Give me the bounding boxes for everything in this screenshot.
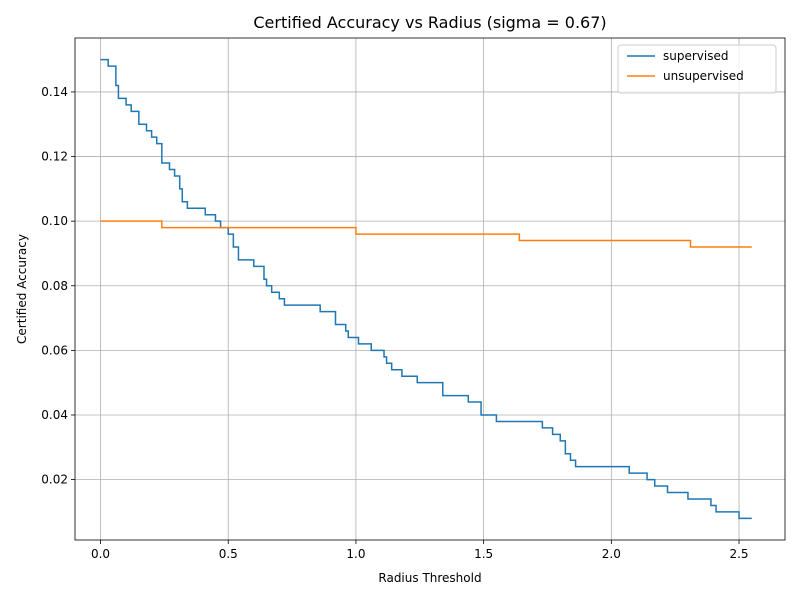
- x-tick-label: 1.0: [346, 547, 365, 561]
- chart-title: Certified Accuracy vs Radius (sigma = 0.…: [253, 13, 606, 32]
- x-tick-label: 2.5: [729, 547, 748, 561]
- grid: [75, 38, 785, 540]
- legend-label-unsupervised: unsupervised: [663, 69, 744, 83]
- legend: supervised unsupervised: [617, 44, 777, 94]
- series-line-unsupervised: [100, 220, 752, 248]
- y-axis-label: Certified Accuracy: [15, 234, 29, 344]
- y-tick-label: 0.08: [41, 279, 68, 293]
- series-layer: [100, 58, 752, 520]
- x-tick-label: 2.0: [602, 547, 621, 561]
- legend-label-supervised: supervised: [663, 49, 728, 63]
- x-tick-label: 1.5: [474, 547, 493, 561]
- y-tick-label: 0.02: [41, 473, 68, 487]
- y-tick-label: 0.10: [41, 214, 68, 228]
- x-tick-label: 0.0: [91, 547, 110, 561]
- ticks: 0.0 0.5 1.0 1.5 2.0 2.5 0.02 0.04 0.06 0.08 0.10 0.…: [41, 85, 748, 561]
- y-tick-label: 0.04: [41, 408, 68, 422]
- y-tick-label: 0.12: [41, 150, 68, 164]
- x-tick-label: 0.5: [219, 547, 238, 561]
- y-tick-label: 0.06: [41, 343, 68, 357]
- legend-box: [617, 44, 777, 94]
- y-tick-label: 0.14: [41, 85, 68, 99]
- series-line-supervised: [100, 58, 752, 520]
- x-axis-label: Radius Threshold: [378, 571, 481, 585]
- plot-frame: [74, 37, 786, 541]
